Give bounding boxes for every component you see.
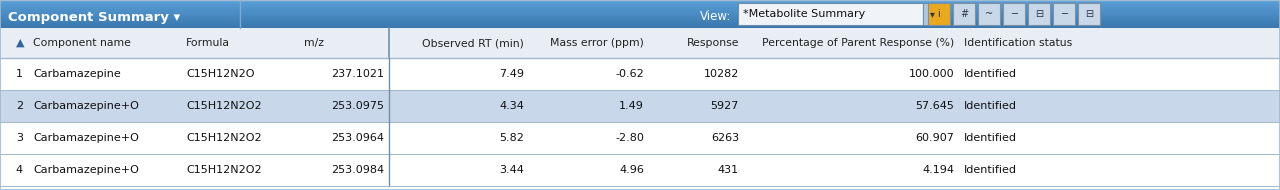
Text: 237.1021: 237.1021 xyxy=(332,69,384,79)
Text: -2.80: -2.80 xyxy=(616,133,644,143)
Text: Percentage of Parent Response (%): Percentage of Parent Response (%) xyxy=(762,38,954,48)
Text: Identified: Identified xyxy=(964,165,1018,175)
Bar xyxy=(739,3,923,25)
Text: 4: 4 xyxy=(15,165,23,175)
Text: 4.96: 4.96 xyxy=(620,165,644,175)
Bar xyxy=(1004,3,1025,25)
Bar xyxy=(1028,3,1050,25)
Text: 253.0975: 253.0975 xyxy=(332,101,384,111)
Text: Component name: Component name xyxy=(33,38,131,48)
Text: 4.194: 4.194 xyxy=(922,165,954,175)
Text: 100.000: 100.000 xyxy=(909,69,954,79)
Text: ▲: ▲ xyxy=(15,38,24,48)
Text: -0.62: -0.62 xyxy=(616,69,644,79)
Text: ─: ─ xyxy=(1061,9,1068,19)
Text: i: i xyxy=(938,9,941,19)
Text: Component Summary ▾: Component Summary ▾ xyxy=(8,10,180,24)
Bar xyxy=(954,3,975,25)
Text: View:: View: xyxy=(700,10,731,24)
Text: 7.49: 7.49 xyxy=(499,69,524,79)
Text: C15H12N2O2: C15H12N2O2 xyxy=(186,101,261,111)
Bar xyxy=(0,28,1280,58)
Bar xyxy=(0,122,1280,154)
Bar xyxy=(978,3,1000,25)
Text: Mass error (ppm): Mass error (ppm) xyxy=(550,38,644,48)
Text: 431: 431 xyxy=(718,165,739,175)
Text: Carbamazepine: Carbamazepine xyxy=(33,69,120,79)
Text: ⊟: ⊟ xyxy=(1036,9,1043,19)
Text: 10282: 10282 xyxy=(704,69,739,79)
Text: Response: Response xyxy=(686,38,739,48)
Text: #: # xyxy=(960,9,968,19)
Text: Identification status: Identification status xyxy=(964,38,1073,48)
Text: 253.0964: 253.0964 xyxy=(332,133,384,143)
Text: C15H12N2O2: C15H12N2O2 xyxy=(186,165,261,175)
Bar xyxy=(1053,3,1075,25)
Text: ⊟: ⊟ xyxy=(1085,9,1093,19)
Text: 253.0984: 253.0984 xyxy=(330,165,384,175)
Text: 1.49: 1.49 xyxy=(620,101,644,111)
Text: Identified: Identified xyxy=(964,101,1018,111)
Text: 60.907: 60.907 xyxy=(915,133,954,143)
Bar xyxy=(923,3,941,25)
Text: 3.44: 3.44 xyxy=(499,165,524,175)
Text: ~: ~ xyxy=(984,9,993,19)
Text: 6263: 6263 xyxy=(710,133,739,143)
Text: Identified: Identified xyxy=(964,133,1018,143)
Text: Carbamazepine+O: Carbamazepine+O xyxy=(33,101,138,111)
Text: 2: 2 xyxy=(15,101,23,111)
Text: 4.34: 4.34 xyxy=(499,101,524,111)
Text: Formula: Formula xyxy=(186,38,230,48)
Text: Identified: Identified xyxy=(964,69,1018,79)
Text: Carbamazepine+O: Carbamazepine+O xyxy=(33,133,138,143)
Text: 57.645: 57.645 xyxy=(915,101,954,111)
Text: m/z: m/z xyxy=(305,38,324,48)
Text: 5927: 5927 xyxy=(710,101,739,111)
Text: C15H12N2O: C15H12N2O xyxy=(186,69,255,79)
Text: ─: ─ xyxy=(1011,9,1016,19)
Text: C15H12N2O2: C15H12N2O2 xyxy=(186,133,261,143)
Bar xyxy=(1078,3,1100,25)
Bar xyxy=(0,154,1280,186)
Text: 1: 1 xyxy=(15,69,23,79)
Text: 3: 3 xyxy=(15,133,23,143)
Text: *Metabolite Summary: *Metabolite Summary xyxy=(742,9,865,19)
Text: ▾: ▾ xyxy=(929,9,934,19)
Text: Observed RT (min): Observed RT (min) xyxy=(422,38,524,48)
Text: Carbamazepine+O: Carbamazepine+O xyxy=(33,165,138,175)
Bar xyxy=(0,58,1280,90)
Text: 5.82: 5.82 xyxy=(499,133,524,143)
Bar xyxy=(0,90,1280,122)
Bar xyxy=(928,3,950,25)
